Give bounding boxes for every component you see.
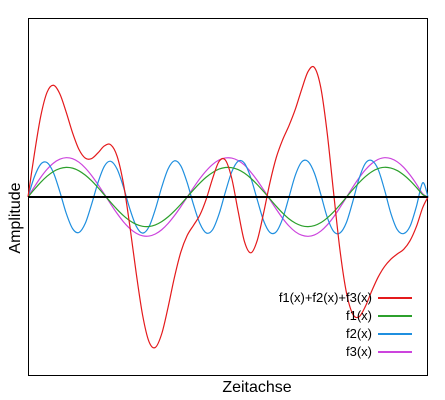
x-axis-label: Zeitachse: [222, 379, 291, 396]
series-line-f2-x: [27, 159, 429, 235]
series-line-f3-x: [27, 157, 429, 237]
y-axis-label: Amplitude: [7, 182, 24, 253]
legend-label: f3(x): [346, 344, 372, 359]
series-layer: [27, 65, 429, 349]
legend: f1(x)+f2(x)+f3(x) f1(x) f2(x) f3(x): [279, 290, 412, 359]
legend-label: f1(x): [346, 308, 372, 323]
legend-label: f1(x)+f2(x)+f3(x): [279, 290, 372, 305]
series-line-f1-x-f2-x-f3-x: [27, 65, 429, 349]
legend-label: f2(x): [346, 326, 372, 341]
